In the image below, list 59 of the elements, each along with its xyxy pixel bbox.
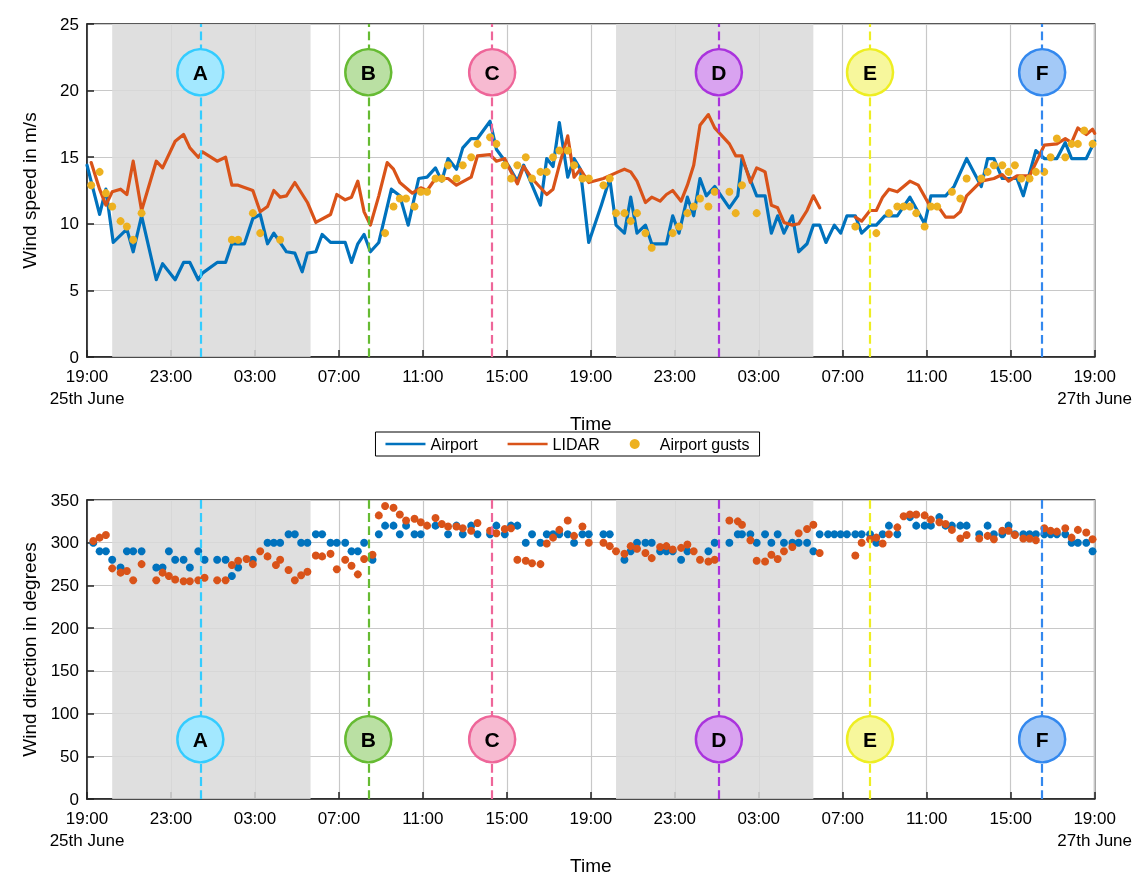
x-tick-label: 07:00 [317, 366, 361, 386]
x-tick-label: 19:00 [569, 366, 613, 386]
ref-line-label: A [192, 727, 208, 751]
y-tick-label: 25 [60, 14, 79, 34]
ref-line-label: C [484, 60, 500, 84]
ref-line-label: E [863, 727, 878, 751]
y-tick-label: 0 [69, 347, 79, 367]
x-tick-label: 19:00 [569, 808, 613, 828]
ref-line-label: E [863, 60, 878, 84]
x-tick-label: 19:00 25th June [49, 808, 125, 850]
ref-line-label: D [711, 727, 727, 751]
y-tick-label: 100 [50, 704, 79, 724]
legend-label: LIDAR [552, 435, 600, 453]
ref-line-label: B [360, 60, 376, 84]
y-tick-label: 200 [50, 618, 79, 638]
ref-line-label: F [1035, 60, 1049, 84]
y-tick-label: 50 [60, 746, 79, 766]
x-tick-label: 03:00 [233, 808, 277, 828]
y-tick-label: 300 [50, 533, 79, 553]
y-tick-label: 20 [60, 81, 79, 101]
x-tick-label: 23:00 [149, 808, 193, 828]
x-tick-label: 15:00 [989, 808, 1032, 828]
y-tick-label: 350 [50, 490, 79, 510]
ref-line-label: A [192, 60, 208, 84]
legend-label: Airport [430, 435, 479, 453]
x-tick-label: 19:00 27th June [1057, 808, 1133, 850]
x-tick-label: 19:00 25th June [49, 366, 125, 408]
x-tick-label: 11:00 [402, 366, 444, 386]
x-tick-label: 11:00 [402, 808, 444, 828]
x-tick-label: 15:00 [485, 366, 529, 386]
ref-line-label: B [360, 727, 376, 751]
x-tick-label: 23:00 [653, 808, 697, 828]
x-tick-label: 19:00 27th June [1057, 366, 1133, 408]
x-tick-label: 03:00 [737, 366, 781, 386]
ref-line-label: F [1035, 727, 1049, 751]
x-tick-label: 23:00 [653, 366, 697, 386]
y-axis-title: Wind speed in m/s [19, 112, 40, 269]
x-tick-label: 23:00 [149, 366, 193, 386]
x-tick-label: 11:00 [906, 808, 948, 828]
y-tick-label: 150 [50, 661, 79, 681]
x-axis-title: Time [570, 412, 612, 434]
x-tick-label: 07:00 [317, 808, 361, 828]
y-tick-label: 250 [50, 575, 79, 595]
x-tick-label: 07:00 [821, 808, 865, 828]
x-tick-label: 15:00 [989, 366, 1032, 386]
ref-line-label: C [484, 727, 500, 751]
x-tick-label: 07:00 [821, 366, 865, 386]
y-tick-label: 10 [60, 214, 79, 234]
y-tick-label: 15 [60, 147, 79, 167]
y-axis-title: Wind direction in degrees [19, 542, 40, 757]
legend-label: Airport gusts [659, 435, 750, 453]
y-tick-label: 0 [69, 789, 79, 809]
x-axis-title: Time [570, 855, 612, 876]
x-tick-label: 11:00 [906, 366, 948, 386]
y-tick-label: 5 [69, 280, 79, 300]
ref-line-label: D [711, 60, 727, 84]
x-tick-label: 03:00 [737, 808, 781, 828]
x-tick-label: 15:00 [485, 808, 529, 828]
x-tick-label: 03:00 [233, 366, 277, 386]
